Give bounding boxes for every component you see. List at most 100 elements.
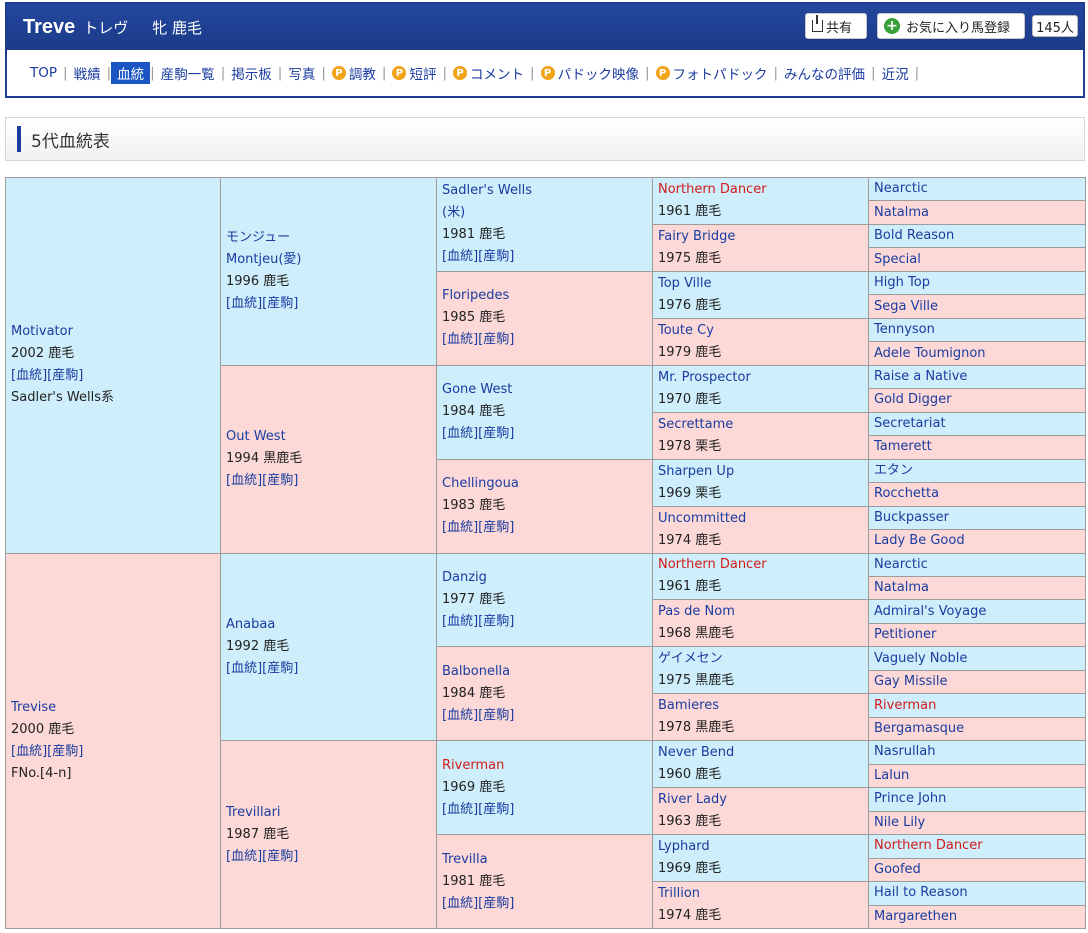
progeny-link[interactable]: [産駒]: [478, 520, 515, 536]
horse-name-link[interactable]: Never Bend: [658, 745, 735, 761]
horse-name-link[interactable]: Gold Digger: [874, 392, 952, 408]
pedigree-link[interactable]: [血統]: [442, 249, 479, 265]
horse-name-link[interactable]: Northern Dancer: [658, 181, 767, 197]
progeny-link[interactable]: [産駒]: [478, 249, 515, 265]
progeny-link[interactable]: [産駒]: [262, 296, 299, 312]
horse-name-link[interactable]: Trevillari: [226, 804, 281, 820]
horse-name-link[interactable]: Nasrullah: [874, 744, 936, 760]
horse-name-link[interactable]: Rocchetta: [874, 486, 940, 502]
horse-name-link[interactable]: Lalun: [874, 767, 910, 783]
horse-name-link[interactable]: Out West: [226, 429, 286, 445]
horse-name-link[interactable]: Nearctic: [874, 181, 928, 197]
share-button[interactable]: 共有: [805, 13, 867, 39]
horse-name-link[interactable]: Montjeu(愛): [226, 252, 302, 268]
pedigree-link[interactable]: [血統]: [11, 743, 48, 759]
progeny-link[interactable]: [産駒]: [262, 660, 299, 676]
horse-name-link[interactable]: Margarethen: [874, 908, 958, 924]
horse-name-link[interactable]: Balbonella: [442, 663, 511, 679]
horse-name-link[interactable]: (米): [442, 205, 466, 221]
horse-name-link[interactable]: Natalma: [874, 580, 929, 596]
horse-name-link[interactable]: Floripedes: [442, 288, 510, 304]
nav-paddock-video[interactable]: P パドック映像: [535, 62, 645, 84]
pedigree-link[interactable]: [血統]: [226, 848, 263, 864]
pedigree-link[interactable]: [血統]: [11, 368, 48, 384]
horse-name-link[interactable]: Tennyson: [874, 322, 935, 338]
horse-name-link[interactable]: エタン: [874, 462, 914, 478]
horse-name-link[interactable]: Riverman: [874, 697, 937, 713]
horse-name-link[interactable]: Mr. Prospector: [658, 369, 751, 385]
progeny-link[interactable]: [産駒]: [478, 707, 515, 723]
horse-name-link[interactable]: Goofed: [874, 861, 921, 877]
horse-name-link[interactable]: Secretariat: [874, 415, 946, 431]
horse-name-link[interactable]: Bamieres: [658, 698, 719, 714]
horse-name-link[interactable]: Bold Reason: [874, 228, 955, 244]
progeny-link[interactable]: [産駒]: [47, 743, 84, 759]
pedigree-link[interactable]: [血統]: [226, 660, 263, 676]
horse-name-link[interactable]: Pas de Nom: [658, 604, 735, 620]
nav-progeny-list[interactable]: 産駒一覧: [160, 67, 215, 83]
horse-name-link[interactable]: Fairy Bridge: [658, 228, 736, 244]
horse-name-link[interactable]: モンジュー: [226, 230, 291, 246]
horse-name-link[interactable]: Riverman: [442, 757, 505, 773]
pedigree-link[interactable]: [血統]: [442, 707, 479, 723]
horse-name-link[interactable]: River Lady: [658, 792, 727, 808]
nav-comment[interactable]: P コメント: [447, 62, 530, 84]
nav-pedigree[interactable]: 血統: [111, 62, 151, 84]
horse-name-link[interactable]: High Top: [874, 275, 930, 291]
progeny-link[interactable]: [産駒]: [47, 368, 84, 384]
horse-name-link[interactable]: Motivator: [11, 324, 73, 340]
horse-name-link[interactable]: Uncommitted: [658, 510, 747, 526]
pedigree-link[interactable]: [血統]: [442, 895, 479, 911]
horse-name-link[interactable]: Bergamasque: [874, 721, 965, 737]
nav-short-review[interactable]: P 短評: [386, 62, 442, 84]
horse-name-link[interactable]: Trillion: [658, 886, 701, 902]
horse-name-link[interactable]: Buckpasser: [874, 509, 949, 525]
horse-name-link[interactable]: Adele Toumignon: [874, 345, 986, 361]
horse-name-link[interactable]: Vaguely Noble: [874, 650, 968, 666]
pedigree-link[interactable]: [血統]: [442, 332, 479, 348]
progeny-link[interactable]: [産駒]: [478, 332, 515, 348]
nav-photos[interactable]: 写真: [288, 67, 316, 83]
horse-name-link[interactable]: Prince John: [874, 791, 947, 807]
progeny-link[interactable]: [産駒]: [478, 801, 515, 817]
horse-name-link[interactable]: Raise a Native: [874, 368, 968, 384]
horse-name-link[interactable]: Tamerett: [874, 439, 932, 455]
horse-name-link[interactable]: Gay Missile: [874, 674, 948, 690]
pedigree-link[interactable]: [血統]: [442, 426, 479, 442]
pedigree-link[interactable]: [血統]: [442, 801, 479, 817]
horse-name-link[interactable]: Petitioner: [874, 627, 937, 643]
horse-name-link[interactable]: Lady Be Good: [874, 533, 965, 549]
horse-name-link[interactable]: Toute Cy: [658, 322, 714, 338]
pedigree-link[interactable]: [血統]: [442, 520, 479, 536]
horse-name-link[interactable]: Lyphard: [658, 839, 710, 855]
horse-name-link[interactable]: Danzig: [442, 569, 487, 585]
pedigree-link[interactable]: [血統]: [442, 613, 479, 629]
nav-ratings[interactable]: みんなの評価: [784, 67, 866, 83]
progeny-link[interactable]: [産駒]: [262, 473, 299, 489]
horse-name-link[interactable]: Gone West: [442, 382, 513, 398]
progeny-link[interactable]: [産駒]: [478, 895, 515, 911]
horse-name-link[interactable]: Trevilla: [442, 851, 488, 867]
horse-name-link[interactable]: Admiral's Voyage: [874, 603, 987, 619]
horse-name-link[interactable]: Top Ville: [658, 275, 712, 291]
nav-top[interactable]: TOP: [30, 65, 58, 81]
horse-name-link[interactable]: Hail to Reason: [874, 885, 968, 901]
pedigree-link[interactable]: [血統]: [226, 296, 263, 312]
horse-name-link[interactable]: Special: [874, 251, 921, 267]
horse-name-link[interactable]: Nile Lily: [874, 814, 926, 830]
progeny-link[interactable]: [産駒]: [262, 848, 299, 864]
nav-results[interactable]: 戦績: [73, 67, 101, 83]
horse-name-link[interactable]: Northern Dancer: [874, 838, 983, 854]
horse-name-link[interactable]: Trevise: [11, 699, 57, 715]
horse-name-link[interactable]: Secrettame: [658, 416, 734, 432]
progeny-link[interactable]: [産駒]: [478, 613, 515, 629]
favorite-register-button[interactable]: + お気に入り馬登録: [877, 13, 1025, 39]
horse-name-link[interactable]: Northern Dancer: [658, 557, 767, 573]
horse-name-link[interactable]: Nearctic: [874, 556, 928, 572]
horse-name-link[interactable]: Natalma: [874, 204, 929, 220]
horse-name-link[interactable]: Anabaa: [226, 616, 276, 632]
nav-training[interactable]: P 調教: [326, 62, 382, 84]
nav-recent[interactable]: 近況: [881, 67, 909, 83]
horse-name-link[interactable]: Sadler's Wells: [442, 183, 532, 199]
nav-photo-paddock[interactable]: P フォトパドック: [650, 62, 774, 84]
